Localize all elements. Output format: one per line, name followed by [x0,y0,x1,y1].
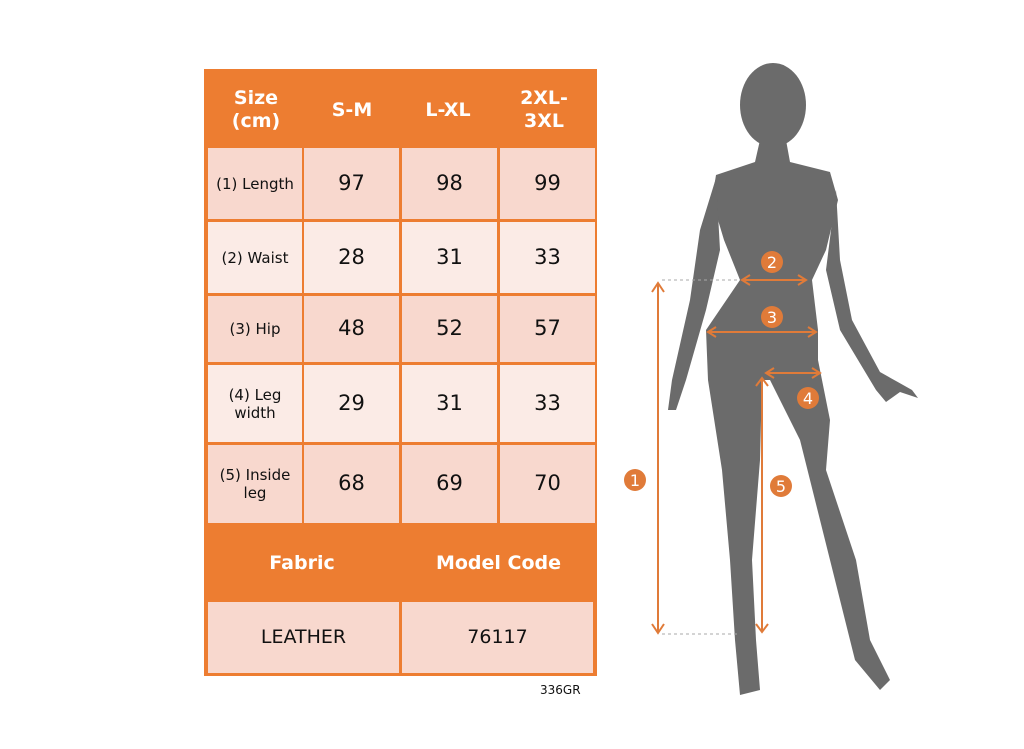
row-label: (1) Length [208,148,302,219]
marker-circle [770,475,792,497]
header-2xl-3xl: 2XL-3XL [520,87,568,132]
marker-number: 3 [767,308,777,327]
marker-circle [797,387,819,409]
marker-number: 5 [776,477,786,496]
row-value: 69 [402,445,497,523]
marker-circle [761,251,783,273]
row-label: (2) Waist [208,222,302,293]
marker-circle [761,306,783,328]
header-l-xl: L-XL [425,98,471,121]
row-value: 68 [304,445,399,523]
row-label: (3) Hip [208,296,302,362]
row-value: 28 [304,222,399,293]
model-code-header: Model Code [435,551,562,574]
row-value: 31 [402,365,497,442]
row-value: 98 [402,148,497,219]
row-label: (5) Inside leg [208,445,302,523]
product-code: 336GR [540,683,581,697]
row-label: (4) Leg width [208,365,302,442]
guide-lines [662,279,740,635]
row-value: 48 [304,296,399,362]
marker-number: 1 [630,471,640,490]
marker-circle [624,469,646,491]
size-table: Size (cm) S-M L-XL 2XL-3XL (1) Length 97 9… [204,69,597,676]
row-value: 52 [402,296,497,362]
fabric-value: LEATHER [208,602,399,673]
fabric-header: Fabric [269,551,335,574]
marker-number: 2 [767,253,777,272]
row-value: 97 [304,148,399,219]
measure-arrows [651,274,822,635]
row-value: 31 [402,222,497,293]
row-value: 33 [500,365,595,442]
row-value: 57 [500,296,595,362]
row-value: 33 [500,222,595,293]
row-value: 99 [500,148,595,219]
row-value: 29 [304,365,399,442]
row-value: 70 [500,445,595,523]
model-code-value: 76117 [402,602,593,673]
header-s-m: S-M [331,98,373,121]
marker-number: 4 [803,389,813,408]
header-size: Size (cm) [231,87,281,132]
silhouette [668,63,918,695]
